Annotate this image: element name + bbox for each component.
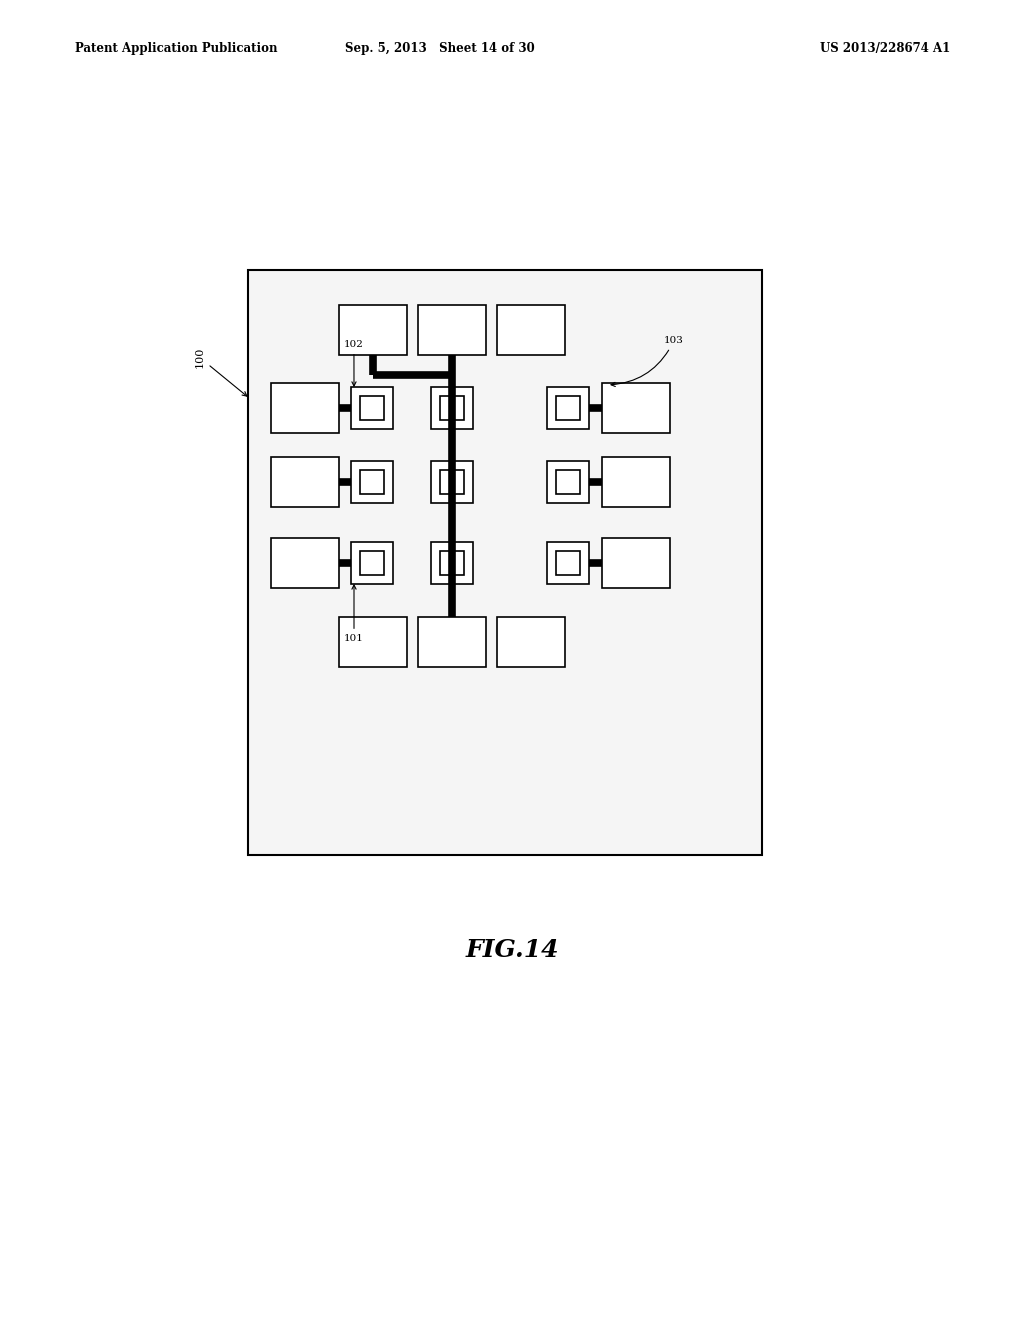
Bar bbox=[360, 470, 384, 494]
Bar bbox=[440, 470, 464, 494]
Bar bbox=[431, 461, 473, 503]
Bar bbox=[351, 543, 393, 583]
Bar bbox=[602, 539, 670, 587]
Bar bbox=[351, 387, 393, 429]
Bar bbox=[440, 550, 464, 576]
Bar bbox=[351, 461, 393, 503]
Bar bbox=[556, 550, 580, 576]
Bar bbox=[271, 457, 339, 507]
Bar bbox=[497, 305, 565, 355]
Bar bbox=[418, 616, 486, 667]
Bar bbox=[547, 461, 589, 503]
Text: 102: 102 bbox=[344, 341, 364, 385]
Text: Sep. 5, 2013   Sheet 14 of 30: Sep. 5, 2013 Sheet 14 of 30 bbox=[345, 42, 535, 55]
Text: 103: 103 bbox=[611, 337, 684, 387]
Bar bbox=[602, 457, 670, 507]
Bar bbox=[431, 543, 473, 583]
Bar bbox=[271, 539, 339, 587]
Bar bbox=[556, 470, 580, 494]
Text: 100: 100 bbox=[195, 347, 247, 396]
Bar bbox=[339, 616, 407, 667]
Bar bbox=[556, 396, 580, 420]
Bar bbox=[497, 616, 565, 667]
Bar bbox=[547, 387, 589, 429]
Bar bbox=[339, 305, 407, 355]
Bar bbox=[440, 396, 464, 420]
Bar bbox=[360, 396, 384, 420]
Text: 101: 101 bbox=[344, 585, 364, 643]
Bar bbox=[360, 550, 384, 576]
Bar bbox=[602, 383, 670, 433]
Bar bbox=[248, 271, 762, 855]
Bar bbox=[431, 387, 473, 429]
Text: FIG.14: FIG.14 bbox=[465, 939, 559, 962]
Bar bbox=[418, 305, 486, 355]
Bar bbox=[547, 543, 589, 583]
Text: US 2013/228674 A1: US 2013/228674 A1 bbox=[820, 42, 950, 55]
Text: Patent Application Publication: Patent Application Publication bbox=[75, 42, 278, 55]
Bar bbox=[271, 383, 339, 433]
